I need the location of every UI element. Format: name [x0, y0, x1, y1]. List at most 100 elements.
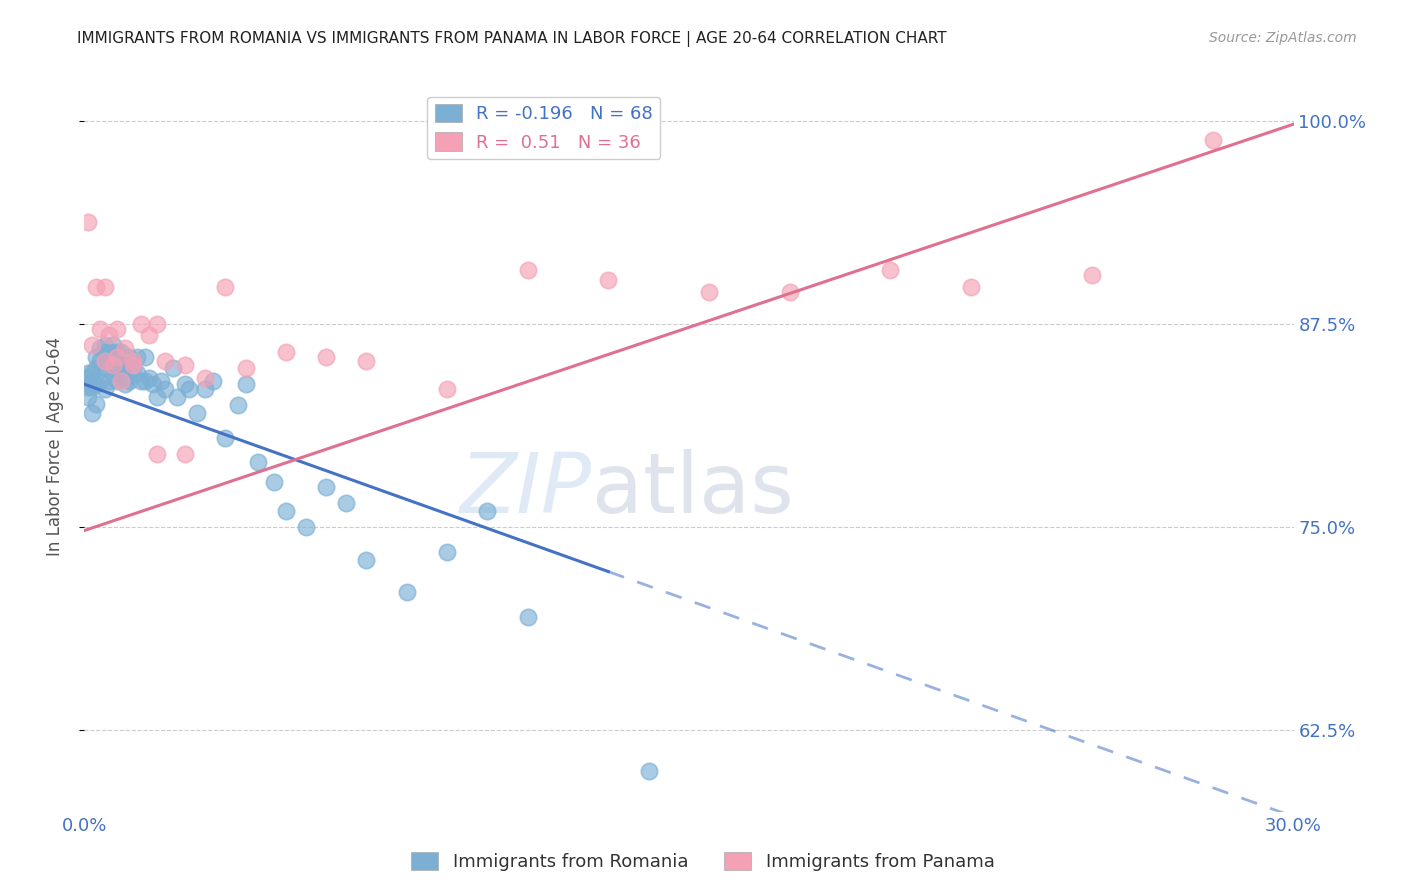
Point	[295, 520, 318, 534]
Point	[246, 455, 269, 469]
Point	[637, 764, 659, 778]
Legend: R = -0.196   N = 68, R =  0.51   N = 36: R = -0.196 N = 68, R = 0.51 N = 36	[427, 96, 661, 159]
Point	[174, 447, 197, 461]
Point	[82, 338, 104, 352]
Point	[356, 553, 378, 567]
Point	[101, 338, 124, 352]
Point	[274, 344, 297, 359]
Point	[179, 382, 201, 396]
Point	[153, 382, 176, 396]
Point	[105, 350, 128, 364]
Point	[226, 398, 249, 412]
Point	[235, 361, 257, 376]
Point	[214, 431, 236, 445]
Point	[110, 344, 132, 359]
Point	[82, 407, 104, 421]
Point	[356, 354, 378, 368]
Point	[97, 354, 120, 368]
Point	[138, 328, 160, 343]
Point	[82, 366, 104, 380]
Point	[93, 354, 115, 368]
Y-axis label: In Labor Force | Age 20-64: In Labor Force | Age 20-64	[45, 336, 63, 556]
Point	[82, 374, 104, 388]
Point	[118, 374, 141, 388]
Point	[93, 344, 115, 359]
Legend: Immigrants from Romania, Immigrants from Panama: Immigrants from Romania, Immigrants from…	[404, 845, 1002, 879]
Point	[89, 342, 111, 356]
Point	[335, 496, 357, 510]
Point	[134, 350, 156, 364]
Point	[214, 279, 236, 293]
Point	[101, 358, 124, 372]
Point	[105, 322, 128, 336]
Point	[114, 370, 136, 384]
Point	[129, 374, 152, 388]
Point	[105, 358, 128, 372]
Point	[121, 354, 143, 368]
Point	[146, 317, 169, 331]
Point	[97, 344, 120, 359]
Point	[879, 263, 901, 277]
Point	[174, 377, 197, 392]
Point	[125, 366, 148, 380]
Point	[235, 377, 257, 392]
Point	[146, 390, 169, 404]
Point	[114, 377, 136, 392]
Point	[101, 366, 124, 380]
Point	[194, 382, 217, 396]
Point	[194, 370, 217, 384]
Point	[86, 350, 108, 364]
Point	[153, 354, 176, 368]
Point	[97, 328, 120, 343]
Point	[93, 361, 115, 376]
Point	[77, 380, 100, 394]
Point	[146, 447, 169, 461]
Point	[121, 358, 143, 372]
Text: ZIP: ZIP	[460, 450, 592, 531]
Point	[77, 366, 100, 380]
Point	[77, 370, 100, 384]
Point	[114, 358, 136, 372]
Point	[202, 374, 225, 388]
Point	[315, 480, 337, 494]
Point	[118, 350, 141, 364]
Point	[315, 350, 337, 364]
Point	[93, 338, 115, 352]
Point	[1202, 133, 1225, 147]
Point	[105, 344, 128, 359]
Point	[162, 361, 184, 376]
Point	[186, 407, 208, 421]
Point	[105, 374, 128, 388]
Point	[166, 390, 188, 404]
Point	[697, 285, 720, 299]
Point	[274, 504, 297, 518]
Point	[779, 285, 801, 299]
Point	[134, 374, 156, 388]
Point	[1081, 268, 1104, 283]
Point	[93, 382, 115, 396]
Point	[125, 350, 148, 364]
Point	[129, 317, 152, 331]
Point	[138, 370, 160, 384]
Point	[263, 475, 285, 489]
Point	[960, 279, 983, 293]
Point	[89, 354, 111, 368]
Point	[89, 322, 111, 336]
Point	[436, 544, 458, 558]
Point	[149, 374, 172, 388]
Point	[86, 361, 108, 376]
Point	[110, 374, 132, 388]
Point	[142, 377, 165, 392]
Point	[121, 361, 143, 376]
Point	[436, 382, 458, 396]
Point	[93, 279, 115, 293]
Point	[86, 397, 108, 411]
Point	[516, 263, 538, 277]
Point	[77, 215, 100, 229]
Text: atlas: atlas	[592, 450, 794, 531]
Point	[86, 377, 108, 392]
Point	[89, 374, 111, 388]
Text: Source: ZipAtlas.com: Source: ZipAtlas.com	[1209, 31, 1357, 45]
Point	[598, 273, 620, 287]
Point	[516, 609, 538, 624]
